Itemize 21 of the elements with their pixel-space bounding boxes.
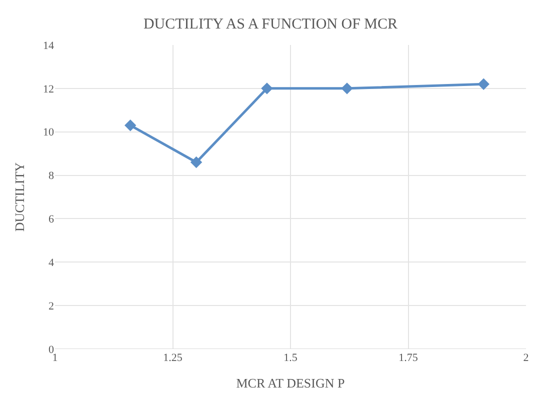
y-tick-label: 2 (48, 300, 54, 312)
y-tick-label: 0 (48, 344, 54, 356)
x-tick-label: 1.75 (398, 352, 418, 364)
x-tick-label: 1.25 (163, 352, 183, 364)
chart-title: DUCTILITY AS A FUNCTION OF MCR (143, 16, 398, 32)
point (261, 82, 273, 94)
point (341, 82, 353, 94)
point (190, 156, 202, 168)
x-axis-title: MCR AT DESIGN P (236, 376, 345, 391)
x-tick-label: 2 (523, 352, 529, 364)
x-tick-label: 1 (52, 352, 58, 364)
y-tick-label: 4 (48, 256, 54, 269)
y-tick-label: 6 (48, 214, 54, 226)
x-tick-label: 1.5 (284, 352, 298, 364)
y-tick-label: 8 (48, 170, 54, 182)
y-tick-label: 14 (43, 40, 54, 52)
point (478, 78, 490, 90)
y-tick-label: 10 (43, 126, 54, 139)
y-tick-label: 12 (43, 83, 54, 96)
y-axis-title: DUCTILITY (12, 162, 27, 232)
point (124, 119, 136, 132)
